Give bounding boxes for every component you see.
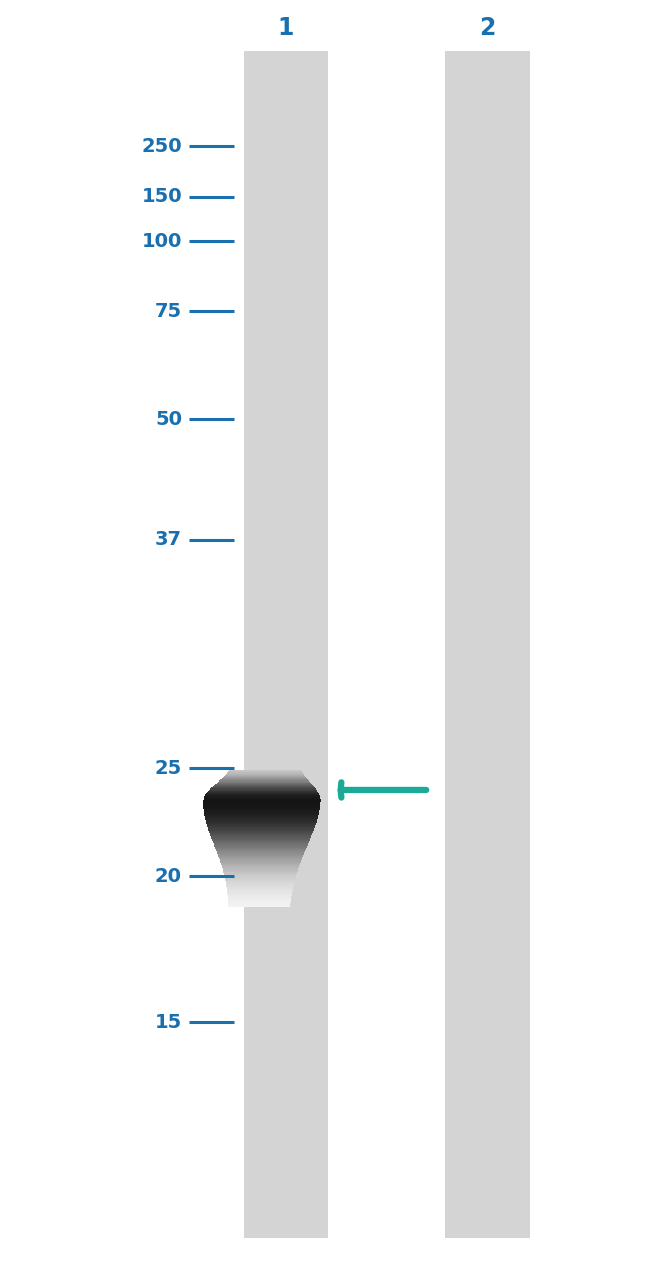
Text: 37: 37 [155,531,182,549]
Text: 20: 20 [155,867,182,885]
Text: 15: 15 [155,1013,182,1031]
Text: 50: 50 [155,410,182,428]
Text: 1: 1 [278,17,294,39]
Text: 250: 250 [141,137,182,155]
Text: 25: 25 [155,759,182,777]
Text: 2: 2 [479,17,496,39]
Text: 75: 75 [155,302,182,320]
Text: 150: 150 [141,188,182,206]
Bar [244,51,328,1238]
Text: 100: 100 [142,232,182,250]
Bar [445,51,530,1238]
